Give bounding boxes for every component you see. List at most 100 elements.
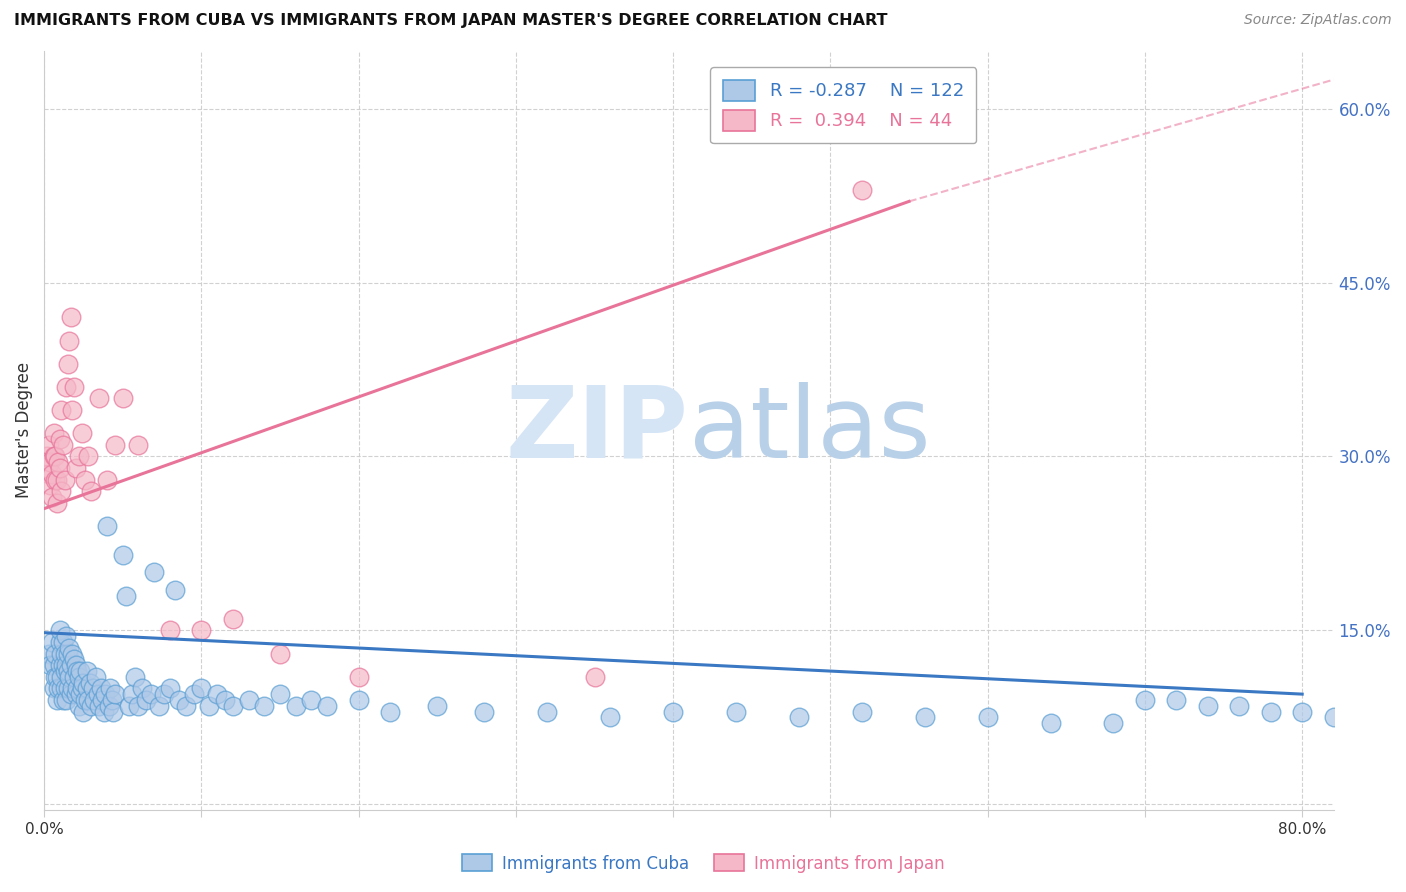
Point <box>62 647 84 661</box>
Point <box>662 705 685 719</box>
Point <box>52 438 75 452</box>
Point <box>39 455 62 469</box>
Point <box>51 681 73 696</box>
Point <box>46 455 69 469</box>
Point <box>148 698 170 713</box>
Point <box>80 484 103 499</box>
Point <box>51 670 73 684</box>
Point <box>97 698 120 713</box>
Point <box>38 438 60 452</box>
Point <box>121 687 143 701</box>
Point <box>63 670 86 684</box>
Point <box>65 658 87 673</box>
Point <box>49 635 72 649</box>
Point <box>56 664 79 678</box>
Point <box>89 698 111 713</box>
Point <box>53 647 76 661</box>
Point <box>69 664 91 678</box>
Point <box>1354 710 1376 724</box>
Point <box>53 664 76 678</box>
Point <box>42 681 65 696</box>
Point <box>851 705 873 719</box>
Point <box>80 698 103 713</box>
Point <box>1133 693 1156 707</box>
Point <box>42 426 65 441</box>
Point <box>83 693 105 707</box>
Point <box>79 675 101 690</box>
Text: ZIP: ZIP <box>506 382 689 479</box>
Point <box>70 426 93 441</box>
Point <box>214 693 236 707</box>
Point <box>104 687 127 701</box>
Point <box>37 450 59 464</box>
Point <box>347 670 370 684</box>
Point <box>53 473 76 487</box>
Point <box>378 705 401 719</box>
Point <box>59 687 82 701</box>
Point <box>72 705 94 719</box>
Point <box>66 681 89 696</box>
Point <box>59 658 82 673</box>
Point <box>38 467 60 481</box>
Point <box>67 698 90 713</box>
Point <box>124 670 146 684</box>
Point <box>52 693 75 707</box>
Point <box>58 334 80 348</box>
Point <box>59 310 82 325</box>
Point <box>914 710 936 724</box>
Y-axis label: Master's Degree: Master's Degree <box>15 362 32 499</box>
Point <box>118 698 141 713</box>
Point <box>55 629 77 643</box>
Point <box>222 698 245 713</box>
Point <box>58 670 80 684</box>
Point <box>46 681 69 696</box>
Point <box>135 693 157 707</box>
Point <box>86 687 108 701</box>
Point <box>301 693 323 707</box>
Point <box>583 670 606 684</box>
Point <box>76 664 98 678</box>
Point <box>104 438 127 452</box>
Point <box>1260 705 1282 719</box>
Point <box>51 647 73 661</box>
Point <box>41 490 63 504</box>
Point <box>1197 698 1219 713</box>
Point <box>269 687 291 701</box>
Point <box>94 687 117 701</box>
Legend: Immigrants from Cuba, Immigrants from Japan: Immigrants from Cuba, Immigrants from Ja… <box>456 847 950 880</box>
Point <box>44 647 66 661</box>
Point <box>45 670 67 684</box>
Text: atlas: atlas <box>689 382 931 479</box>
Point <box>52 658 75 673</box>
Point <box>851 183 873 197</box>
Point <box>1039 716 1062 731</box>
Point <box>41 467 63 481</box>
Point <box>49 432 72 446</box>
Point <box>63 652 86 666</box>
Point <box>96 473 118 487</box>
Point <box>111 548 134 562</box>
Point <box>725 705 748 719</box>
Point <box>93 705 115 719</box>
Point <box>42 658 65 673</box>
Point <box>73 693 96 707</box>
Point <box>45 473 67 487</box>
Point <box>536 705 558 719</box>
Point <box>67 670 90 684</box>
Point <box>66 664 89 678</box>
Point <box>426 698 449 713</box>
Point <box>253 698 276 713</box>
Point <box>62 681 84 696</box>
Point <box>70 681 93 696</box>
Text: Source: ZipAtlas.com: Source: ZipAtlas.com <box>1244 13 1392 28</box>
Point <box>198 698 221 713</box>
Point <box>84 670 107 684</box>
Point <box>599 710 621 724</box>
Point <box>44 473 66 487</box>
Point <box>77 450 100 464</box>
Point <box>143 566 166 580</box>
Point <box>51 484 73 499</box>
Point <box>1227 698 1250 713</box>
Point <box>1166 693 1188 707</box>
Point <box>69 687 91 701</box>
